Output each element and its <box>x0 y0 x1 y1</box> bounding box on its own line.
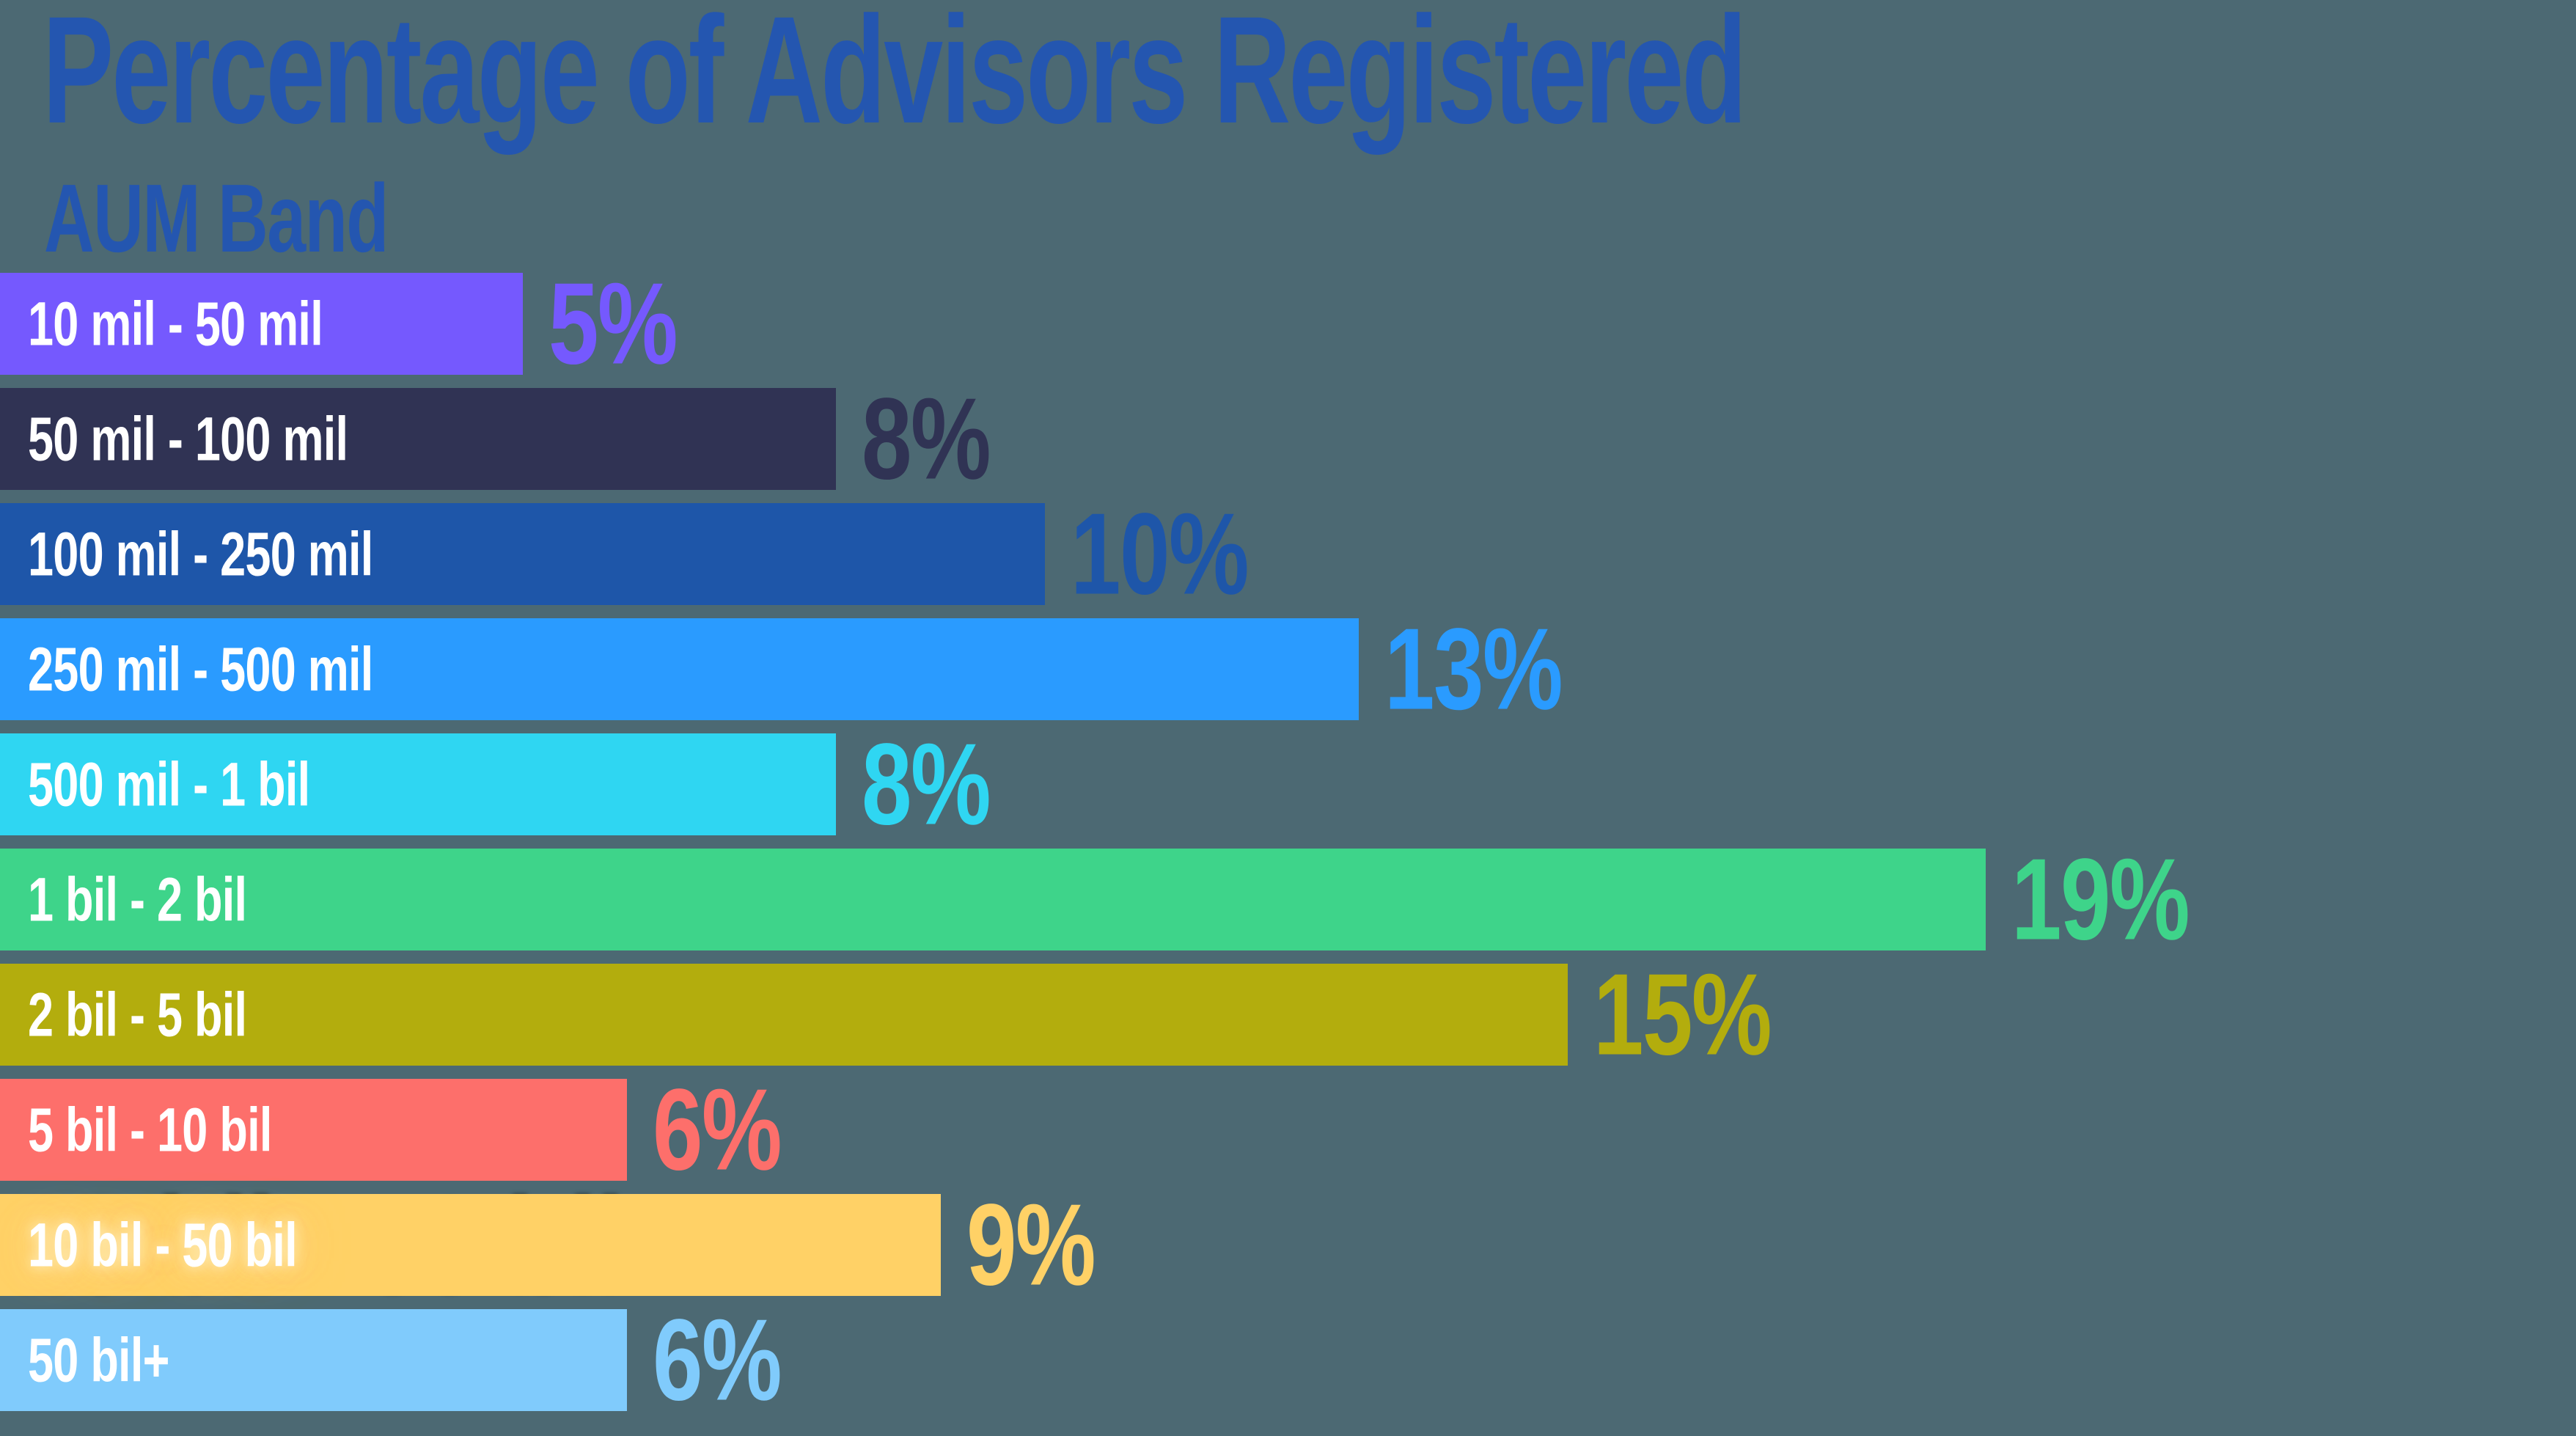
bar: 5 bil - 10 bil <box>0 1079 627 1181</box>
bar-label: 10 bil - 50 bil <box>28 1210 298 1279</box>
bar: 2 bil - 5 bil <box>0 964 1568 1066</box>
bar: 1 bil - 2 bil <box>0 849 1986 950</box>
bar-value-label: 5% <box>548 259 678 388</box>
axis-title-aum-band: AUM Band <box>44 164 389 272</box>
bar: 100 mil - 250 mil <box>0 503 1045 605</box>
bar-row: 5 bil - 10 bil 6% <box>0 1065 2576 1194</box>
bar-label: 500 mil - 1 bil <box>28 750 310 818</box>
bar-value-label: 19% <box>2011 835 2190 964</box>
bar: 250 mil - 500 mil <box>0 618 1359 720</box>
bar-label: 50 bil+ <box>28 1325 169 1394</box>
bar-value-label: 13% <box>1384 604 1563 733</box>
bar-label: 250 mil - 500 mil <box>28 634 373 703</box>
bar: 10 mil - 50 mil <box>0 273 523 375</box>
bar-value-label: 15% <box>1593 950 1772 1079</box>
bar-value-label: 9% <box>966 1180 1096 1309</box>
bar-row: 250 mil - 500 mil 13% <box>0 604 2576 733</box>
bar-label: 2 bil - 5 bil <box>28 980 247 1049</box>
bar-label: 50 mil - 100 mil <box>28 404 348 473</box>
bar-chart: 10 mil - 50 mil 5% 50 mil - 100 mil 8% 100 m… <box>0 259 2576 1424</box>
bar-label: 100 mil - 250 mil <box>28 519 373 588</box>
bar-value-label: 10% <box>1071 489 1250 618</box>
bar-row: 500 mil - 1 bil 8% <box>0 719 2576 849</box>
bar-row: 2 bil - 5 bil 15% <box>0 950 2576 1079</box>
bar-row: 1 bil - 2 bil 19% <box>0 835 2576 964</box>
bar: 50 bil+ <box>0 1309 627 1411</box>
bar-value-label: 6% <box>653 1065 782 1194</box>
bar: 50 mil - 100 mil <box>0 388 836 490</box>
bar-value-label: 6% <box>653 1295 782 1424</box>
bar-value-label: 8% <box>862 719 991 849</box>
bar-row: 100 mil - 250 mil 10% <box>0 489 2576 618</box>
bar-row: 50 mil - 100 mil 8% <box>0 374 2576 503</box>
page-title: Percentage of Advisors Registered <box>43 0 1747 155</box>
bar-label: 1 bil - 2 bil <box>28 865 247 934</box>
bar-row: 10 mil - 50 mil 5% <box>0 259 2576 388</box>
bar: 500 mil - 1 bil <box>0 733 836 835</box>
bar-label: 10 mil - 50 mil <box>28 289 323 358</box>
bar-row: 50 bil+ 6% <box>0 1295 2576 1424</box>
bar-value-label: 8% <box>862 374 991 503</box>
bar: 10 bil - 50 bil <box>0 1194 941 1296</box>
bar-label: 5 bil - 10 bil <box>28 1095 272 1164</box>
